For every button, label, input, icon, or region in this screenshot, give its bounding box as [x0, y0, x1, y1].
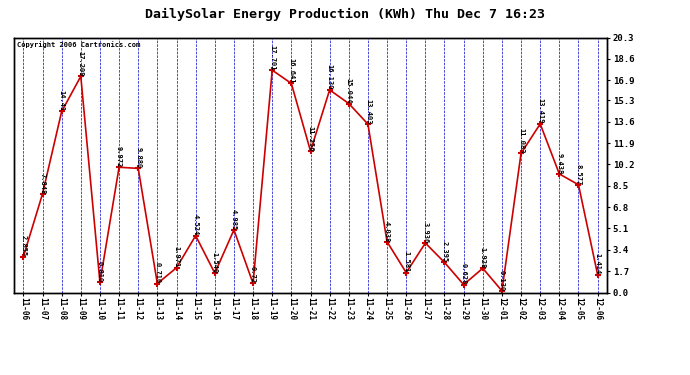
- Text: 2.855: 2.855: [21, 236, 26, 256]
- Text: 1.581: 1.581: [403, 251, 409, 273]
- Text: 14.41: 14.41: [59, 90, 65, 111]
- Text: 9.438: 9.438: [556, 153, 562, 174]
- Text: 0.628: 0.628: [461, 263, 466, 285]
- Text: DailySolar Energy Production (KWh) Thu Dec 7 16:23: DailySolar Energy Production (KWh) Thu D…: [145, 8, 545, 21]
- Text: 3.936: 3.936: [422, 222, 428, 243]
- Text: 15.044: 15.044: [346, 78, 352, 104]
- Text: 1.928: 1.928: [480, 247, 486, 268]
- Text: 13.403: 13.403: [365, 99, 371, 124]
- Text: 0.810: 0.810: [97, 261, 103, 282]
- Text: 16.641: 16.641: [288, 58, 295, 84]
- Text: 11.256: 11.256: [308, 126, 313, 151]
- Text: 4.038: 4.038: [384, 220, 390, 242]
- Text: 9.880: 9.880: [135, 147, 141, 168]
- Text: 1.414: 1.414: [595, 254, 600, 275]
- Text: 2.395: 2.395: [442, 241, 448, 262]
- Text: 8.577: 8.577: [575, 164, 582, 185]
- Text: 17.701: 17.701: [269, 45, 275, 70]
- Text: 1.540: 1.540: [212, 252, 218, 273]
- Text: 13.419: 13.419: [538, 98, 543, 124]
- Text: 9.972: 9.972: [116, 146, 122, 167]
- Text: 16.130: 16.130: [326, 64, 333, 90]
- Text: 0.72: 0.72: [250, 267, 256, 284]
- Text: 7.848: 7.848: [39, 172, 46, 194]
- Text: Copyright 2006 Cartronics.com: Copyright 2006 Cartronics.com: [17, 41, 140, 48]
- Text: 17.209: 17.209: [78, 51, 83, 76]
- Text: 1.971: 1.971: [173, 246, 179, 268]
- Text: 4.524: 4.524: [193, 214, 199, 236]
- Text: 11.083: 11.083: [518, 128, 524, 153]
- Text: 4.985: 4.985: [231, 209, 237, 230]
- Text: 0.130: 0.130: [499, 270, 505, 291]
- Text: 0.710: 0.710: [155, 262, 160, 284]
